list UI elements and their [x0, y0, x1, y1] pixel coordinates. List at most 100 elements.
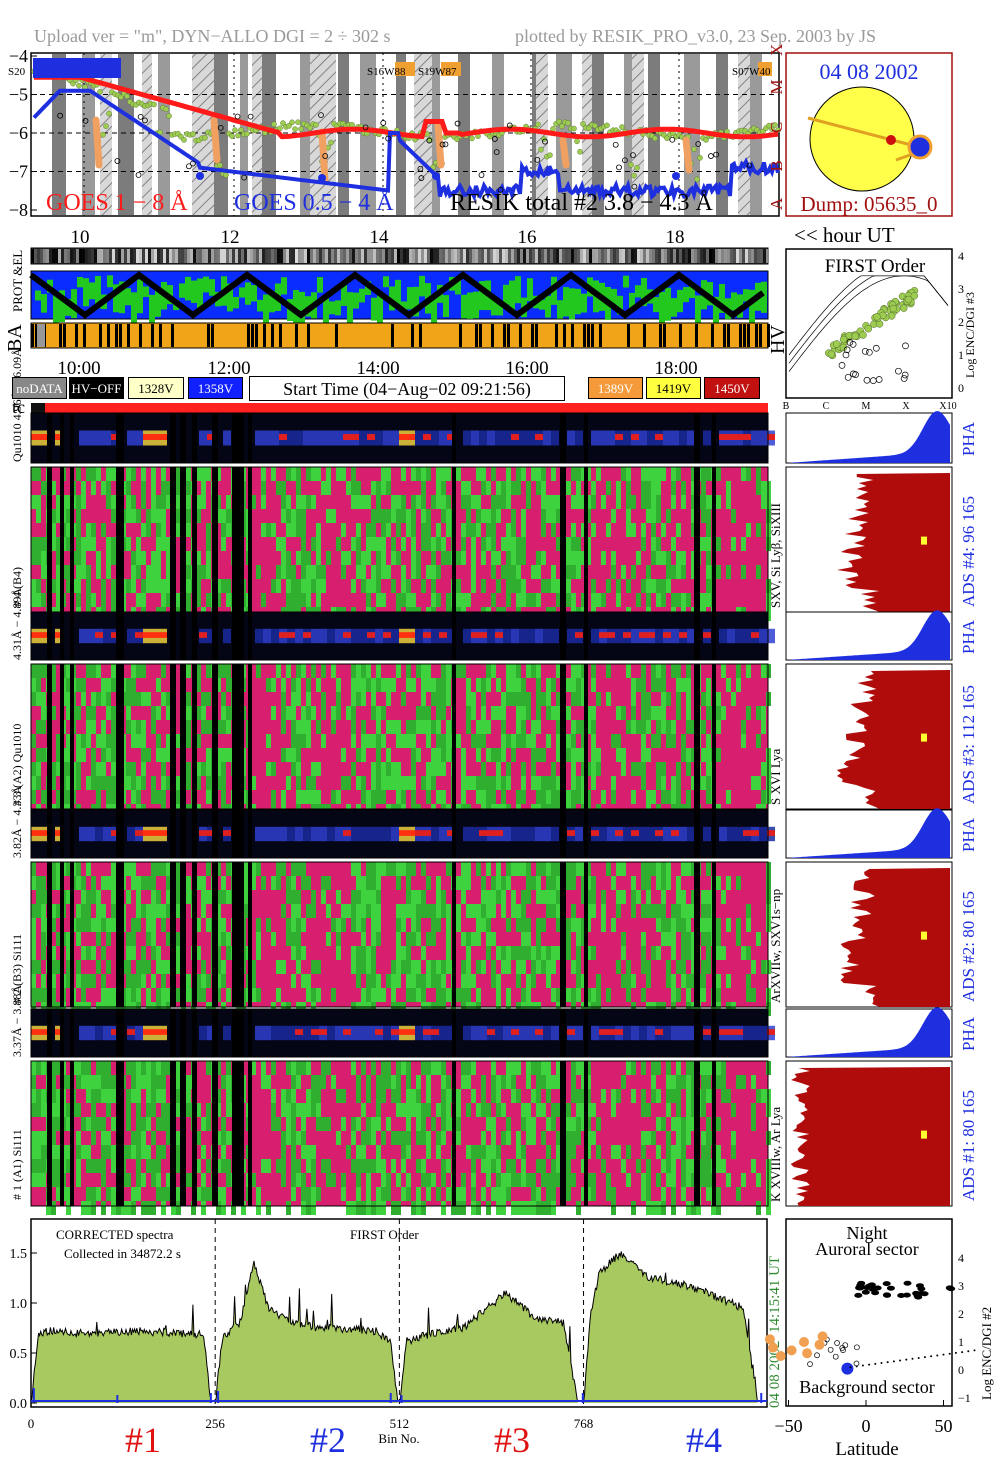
pha-band-core: [151, 1029, 159, 1035]
spectrum-cell: [761, 720, 766, 734]
spectrum-cell: [736, 664, 741, 678]
spectrum-cell: [651, 551, 656, 565]
prot-el-strip-cell: [346, 249, 349, 263]
spectrum-cell: [691, 974, 696, 988]
spectrum-cell: [456, 988, 461, 1002]
prot-el-green-cell: [281, 277, 287, 295]
spectrum-cell: [571, 1131, 576, 1145]
resik-orange-drop: [682, 136, 693, 174]
spectrum-cell: [646, 692, 651, 706]
first-order-open-point: [872, 344, 880, 352]
spectrum-cell: [36, 1159, 41, 1173]
spectrum-cell: [546, 692, 551, 706]
pha-band-cell: [623, 1025, 631, 1041]
spectrum-cell: [406, 932, 411, 946]
spectrum-cell: [326, 932, 331, 946]
spectrum-cell: [51, 706, 56, 720]
spectrum-cell: [686, 1061, 691, 1075]
spectrum-cell: [466, 1075, 471, 1089]
spectrum-cell: [726, 495, 731, 509]
pha-band-cell: [495, 430, 503, 446]
spectrum-cell: [571, 551, 576, 565]
pha-band-cell: [487, 628, 495, 644]
spectrum-cell: [31, 664, 36, 678]
spectrum-cell: [301, 1201, 306, 1215]
spectrum-cell: [586, 790, 591, 804]
ba-off-cell: [75, 324, 78, 347]
spectrum-cell: [56, 762, 61, 776]
spectrum-cell: [396, 946, 401, 960]
spectrum-cell: [501, 734, 506, 748]
prot-el-strip-cell: [106, 249, 109, 263]
spectrum-cell: [706, 1089, 711, 1103]
spectrum-cell: [256, 932, 261, 946]
spectrum-cell: [506, 988, 511, 1002]
spectrum-cell: [421, 988, 426, 1002]
spectrum-cell: [491, 1075, 496, 1089]
spectrum-cell: [411, 890, 416, 904]
spectrum-cell: [531, 876, 536, 890]
pha-band-cell: [607, 430, 615, 446]
pha-band-cell: [319, 628, 327, 644]
spectrum-cell: [686, 1201, 691, 1215]
spectrum-gap: [47, 862, 52, 1007]
spectrum-cell: [156, 565, 161, 579]
pha-band-core: [207, 434, 215, 440]
pha-band-cell: [543, 430, 551, 446]
spectrum-cell: [306, 876, 311, 890]
spectrum-cell: [81, 904, 86, 918]
spectrum-cell: [486, 1117, 491, 1131]
spectrum-cell: [546, 890, 551, 904]
spectrum-cell: [481, 1131, 486, 1145]
spectrum-cell: [686, 664, 691, 678]
pha-band-core: [479, 632, 487, 638]
spectrum-cell: [531, 1061, 536, 1075]
spectrum-cell: [551, 960, 556, 974]
spectrum-cell: [136, 593, 141, 607]
spectrum-cell: [296, 960, 301, 974]
spectrum-cell: [196, 565, 201, 579]
spectrum-cell: [756, 706, 761, 720]
spectrum-cell: [466, 523, 471, 537]
pha-gap: [180, 413, 186, 463]
spectrum-cell: [486, 537, 491, 551]
spectrum-cell: [571, 876, 576, 890]
spectrum-cell: [661, 1187, 666, 1201]
pha-gap: [694, 413, 700, 463]
prot-el-strip-cell: [70, 249, 73, 263]
spectrum-cell: [351, 537, 356, 551]
prot-el-strip-cell: [148, 249, 151, 263]
spectrum-cell: [556, 790, 561, 804]
spectrum-cell: [196, 918, 201, 932]
spectrum-cell: [396, 495, 401, 509]
spectrum-cell: [611, 1103, 616, 1117]
spectrum-cell: [76, 1159, 81, 1173]
spectrum-cell: [506, 664, 511, 678]
spectrum-cell: [441, 748, 446, 762]
spectrum-cell: [91, 664, 96, 678]
pha-band-cell: [359, 628, 367, 644]
spectrum-cell: [151, 1061, 156, 1075]
pha-band-core: [487, 830, 495, 836]
spectrum-cell: [131, 946, 136, 960]
prot-el-strip-cell: [616, 249, 619, 263]
spectrum-cell: [456, 734, 461, 748]
spectrum-cell: [291, 918, 296, 932]
spectrum-cell: [416, 1131, 421, 1145]
spectrum-cell: [151, 1089, 156, 1103]
spectrum-cell: [141, 495, 146, 509]
pha-gap: [60, 810, 64, 858]
spectrum-cell: [576, 946, 581, 960]
spectrum-cell: [551, 1117, 556, 1131]
prot-el-green-cell: [527, 278, 533, 302]
spectrum-cell: [341, 1187, 346, 1201]
pha-band-cell: [263, 826, 271, 842]
pha-band-cell: [375, 826, 383, 842]
spectrum-cell: [461, 762, 466, 776]
ba-off-cell: [627, 324, 630, 347]
spectrum-cell: [396, 932, 401, 946]
spectrum-cell: [31, 495, 36, 509]
spectrum-cell: [761, 664, 766, 678]
spectrum-cell: [501, 537, 506, 551]
spectrum-cell: [511, 904, 516, 918]
